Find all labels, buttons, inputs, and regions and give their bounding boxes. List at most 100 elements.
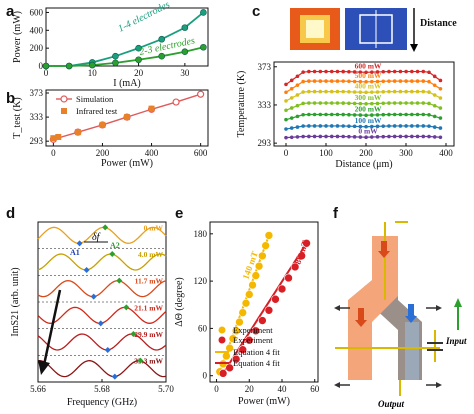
panel-c-profile-point xyxy=(352,124,357,129)
blue-arrow-head xyxy=(405,316,417,323)
panel-c-profile-point xyxy=(301,112,305,117)
panel-c-profile-point xyxy=(335,101,340,105)
output-label: Output xyxy=(378,399,405,409)
panel-a-data-point xyxy=(88,61,96,69)
panel-c-profile-point xyxy=(375,101,380,106)
panel-c-chart: 0 100 200 300 400 293 333 373 Distance (μm) Tempe… xyxy=(236,8,457,170)
bottom-left-arrow-icon xyxy=(334,382,340,388)
panel-c-profile-point xyxy=(341,124,346,128)
panel-e-data-point xyxy=(261,241,270,250)
panel-c-profile-point xyxy=(381,134,386,139)
panel-c-profile-point xyxy=(438,96,443,100)
panel-c-profile-point xyxy=(318,79,323,83)
panel-c-profile-point xyxy=(329,89,334,94)
panel-c-profile-point xyxy=(370,113,374,117)
panel-c-profile-point xyxy=(364,70,368,75)
panel-d-spectrum-line xyxy=(37,333,167,351)
panel-e-data-point xyxy=(225,363,234,373)
panel-a-data-point xyxy=(112,59,119,67)
panel-d-x-tick-label: 5.70 xyxy=(158,384,174,394)
panel-c-profile-point xyxy=(427,90,431,94)
panel-c-profile-point xyxy=(324,89,328,94)
panel-e-legend-label: Equation 4 fit xyxy=(233,347,280,357)
panel-e-x-tick-label: 40 xyxy=(278,384,288,394)
red-current-arrow-left xyxy=(358,308,364,320)
panel-d-power-label: 4.0 mW xyxy=(138,250,163,259)
panel-c-profile-point xyxy=(347,69,351,74)
panel-d-max-marker xyxy=(102,224,109,231)
panel-c-profile-point xyxy=(307,79,311,83)
panel-c-profile-point xyxy=(381,101,386,106)
panel-c-power-label: 300 mW xyxy=(355,93,382,102)
panel-e-data-point xyxy=(284,273,293,283)
panel-e-x-tick-label: 20 xyxy=(245,384,255,394)
panel-d-min-marker xyxy=(90,293,97,300)
panel-c-profile-line xyxy=(285,135,441,139)
panel-c-profile-point xyxy=(307,112,311,117)
panel-c-profile-point xyxy=(398,79,403,83)
panel-c-profile-point xyxy=(364,80,368,84)
panel-c-profile-point xyxy=(438,106,443,110)
panel-a-data-point xyxy=(135,56,142,64)
panel-c-profile-line xyxy=(285,80,441,93)
panel-e-data-point xyxy=(290,262,300,272)
panel-c-profile-point xyxy=(381,79,386,84)
panel-c-distance-arrow-icon xyxy=(410,44,418,52)
panel-c-profile-point xyxy=(370,124,374,129)
panel-c-profile-point xyxy=(427,112,431,117)
panel-a-x-tick-label: 20 xyxy=(134,68,144,78)
panel-c-profile-point xyxy=(415,124,420,128)
panel-c-profile-point xyxy=(335,124,340,128)
left-arrow-icon xyxy=(334,305,340,311)
panel-c-profile-point xyxy=(324,69,328,74)
panel-b-legend-ir-marker xyxy=(61,108,67,114)
panel-c-power-label: 100 mW xyxy=(355,116,382,125)
panel-c-profile-point xyxy=(289,106,294,110)
panel-a-data-point xyxy=(158,52,166,60)
panel-c-profile-point xyxy=(329,124,334,128)
panel-a-y-axis-label: Power (mW) xyxy=(12,11,23,63)
panel-c-profile-point xyxy=(284,135,288,140)
panel-c-profile-point xyxy=(312,112,317,117)
input-label: Input xyxy=(445,336,467,346)
panel-d-max-marker xyxy=(130,331,137,337)
panel-c-profile-point xyxy=(381,112,386,117)
panel-d-x-tick-label: 5.68 xyxy=(94,384,110,394)
panel-a-data-point xyxy=(135,44,142,52)
panel-e-x-tick-label: 60 xyxy=(310,384,320,394)
panel-c-profile-point xyxy=(415,134,420,139)
panel-e-y-axis-label: ΔΘ (degree) xyxy=(174,277,185,326)
panel-c-x-tick-label: 200 xyxy=(359,148,373,158)
panel-d-shift-arrow-icon xyxy=(38,360,50,375)
panel-e-data-point xyxy=(222,351,231,361)
panel-c-profile-point xyxy=(375,135,380,139)
panel-e-data-point xyxy=(271,294,280,304)
panel-c-profile-point xyxy=(438,87,443,91)
panel-c-profile-point xyxy=(289,116,294,120)
panel-a-series-line xyxy=(46,46,204,67)
panel-c-profile-point xyxy=(352,101,357,106)
panel-c-profile-point xyxy=(421,112,426,117)
panel-c-profile-line xyxy=(285,90,441,102)
panel-a-y-tick-label: 400 xyxy=(30,25,44,35)
panel-e-data-point xyxy=(258,251,267,261)
panel-c-profile-point xyxy=(307,69,311,74)
panel-c-profile-point xyxy=(284,127,288,131)
panel-c-profile-point xyxy=(318,134,323,139)
panel-e-data-point xyxy=(238,308,248,317)
panel-c-x-tick-label: 400 xyxy=(439,148,453,158)
panel-c-profile-point xyxy=(398,134,403,139)
panel-c-profile-point xyxy=(352,70,357,74)
panel-c-profile-point xyxy=(392,89,397,94)
panel-c-profile-point xyxy=(404,79,408,83)
panel-b-simulation-point xyxy=(172,98,180,106)
panel-c-profile-point xyxy=(284,90,288,95)
panel-a-x-tick-label: 30 xyxy=(180,68,190,78)
panel-c-profile-point xyxy=(312,101,317,105)
panel-c-x-axis-label: Distance (μm) xyxy=(335,159,392,170)
panel-a-data-point xyxy=(181,24,189,31)
panel-d-spectrum-line xyxy=(37,226,167,244)
panel-e-legend-label: Experiment xyxy=(233,335,273,345)
panel-c-profile-point xyxy=(295,114,300,119)
panel-c-profile-point xyxy=(387,101,391,105)
